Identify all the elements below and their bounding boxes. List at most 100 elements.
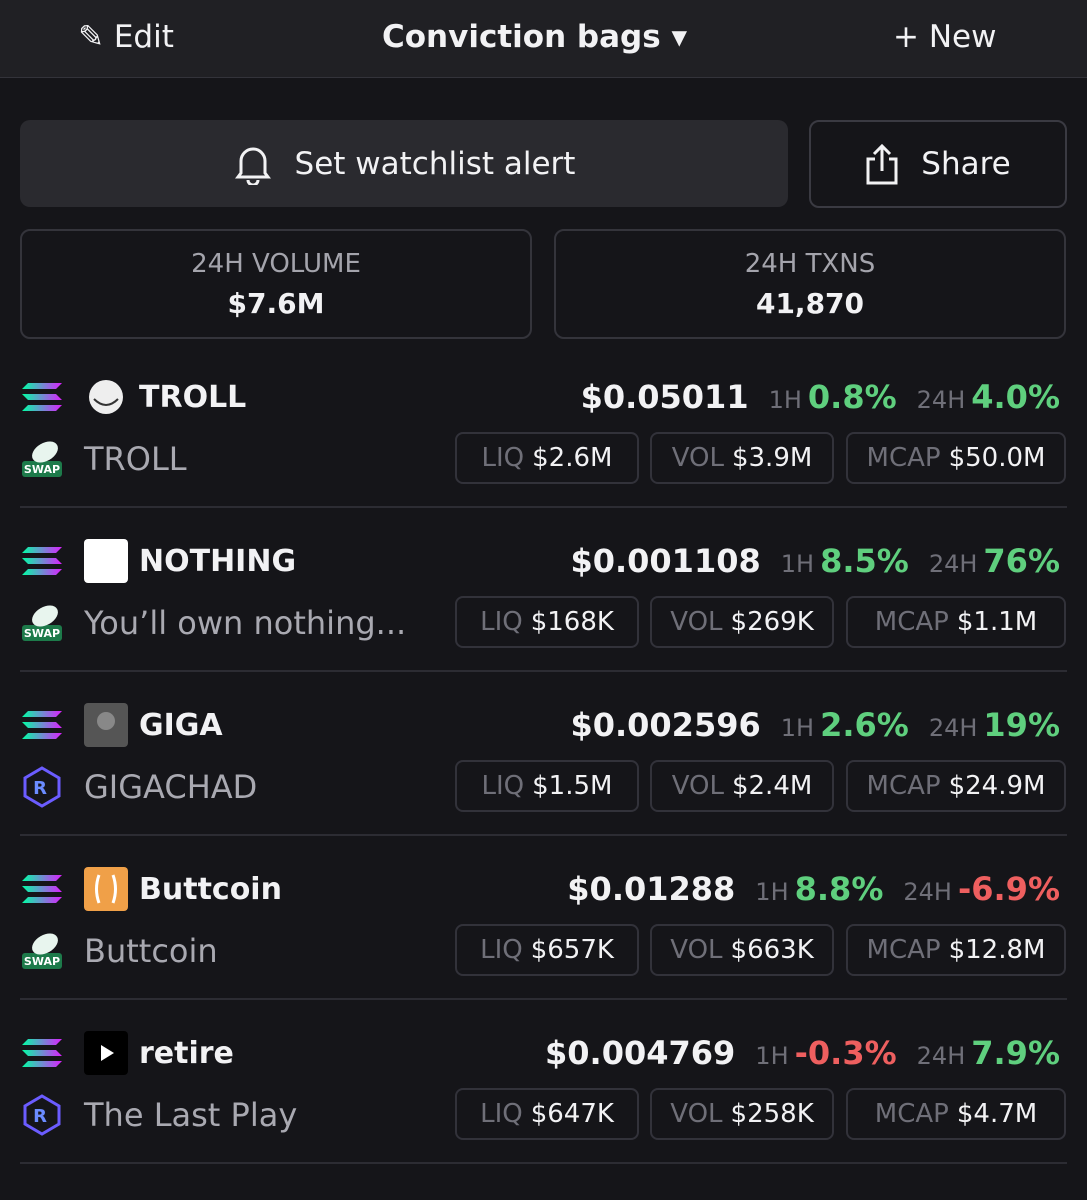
token-name: The Last Play: [84, 1096, 298, 1134]
stat-value: 41,870: [755, 287, 865, 320]
stat-box: 24H VOLUME $7.6M: [20, 229, 532, 339]
bell-icon: [234, 147, 271, 185]
price-line: $0.001108 1H 8.5% 24H 76%: [570, 542, 1060, 580]
change: 76%: [983, 542, 1060, 580]
mcap-pill: MCAP $4.7M: [846, 1088, 1066, 1140]
stat-label: 24H VOLUME: [191, 249, 361, 279]
pill-label: MCAP: [866, 935, 941, 965]
svg-text:R: R: [33, 778, 47, 799]
change: 4.0%: [971, 378, 1060, 416]
period-label: 1H: [780, 714, 815, 742]
new-label: New: [928, 19, 997, 55]
vol-pill: VOL $258K: [650, 1088, 834, 1140]
liq-pill: LIQ $2.6M: [455, 432, 639, 484]
period-label: 24H: [903, 878, 952, 906]
dex-icon: SWAP: [20, 929, 64, 973]
liq-pill: LIQ $168K: [455, 596, 639, 648]
token-row[interactable]: SWAP NOTHING You’ll own nothing... $0.00110…: [0, 508, 1087, 672]
vol-pill: VOL $2.4M: [650, 760, 834, 812]
pill-value: $269K: [730, 607, 814, 637]
price-line: $0.004769 1H -0.3% 24H 7.9%: [545, 1034, 1060, 1072]
change: 8.8%: [794, 870, 884, 908]
chain-icon: [20, 375, 64, 419]
pill-value: $657K: [530, 935, 614, 965]
pill-value: $258K: [730, 1099, 814, 1129]
chain-icon: [20, 1031, 64, 1075]
stat-label: 24H TXNS: [744, 249, 876, 279]
edit-button[interactable]: ✎ Edit: [78, 19, 174, 55]
mcap-pill: MCAP $1.1M: [846, 596, 1066, 648]
token-icon: [84, 1031, 128, 1075]
vol-pill: VOL $3.9M: [650, 432, 834, 484]
liq-pill: LIQ $1.5M: [455, 760, 639, 812]
watchlist-title[interactable]: Conviction bags ▾: [382, 19, 688, 55]
liq-pill: LIQ $657K: [455, 924, 639, 976]
share-button[interactable]: Share: [809, 120, 1067, 208]
pill-value: $647K: [530, 1099, 614, 1129]
pill-label: VOL: [670, 1099, 723, 1129]
separator: [20, 998, 1067, 1000]
period-label: 24H: [916, 1042, 966, 1070]
pill-value: $168K: [530, 607, 614, 637]
separator: [20, 670, 1067, 672]
dex-icon: SWAP: [20, 601, 64, 645]
pill-value: $4.7M: [956, 1099, 1038, 1129]
change: 2.6%: [820, 706, 909, 744]
alert-button[interactable]: Set watchlist alert: [20, 120, 788, 207]
pill-label: VOL: [670, 607, 723, 637]
token-name: You’ll own nothing...: [84, 604, 407, 642]
pill-value: $1.5M: [532, 771, 613, 801]
svg-text:SWAP: SWAP: [24, 627, 60, 640]
period-label: 24H: [928, 714, 978, 742]
separator: [20, 834, 1067, 836]
token-name: GIGACHAD: [84, 768, 258, 806]
price: $0.05011: [580, 378, 749, 416]
new-button[interactable]: + New: [893, 19, 997, 55]
svg-text:R: R: [33, 1106, 47, 1127]
dex-icon: R: [20, 765, 64, 809]
mcap-pill: MCAP $24.9M: [846, 760, 1066, 812]
dex-icon: R: [20, 1093, 64, 1137]
token-row[interactable]: SWAP TROLL TROLL $0.05011 1H 0.8% 24H 4.0% LIQ $2…: [0, 344, 1087, 508]
alert-label: Set watchlist alert: [294, 145, 576, 182]
pill-label: MCAP: [874, 607, 949, 637]
token-icon: [84, 375, 128, 419]
price-line: $0.01288 1H 8.8% 24H -6.9%: [567, 870, 1060, 908]
token-symbol: Buttcoin: [139, 872, 282, 907]
period-label: 1H: [755, 1042, 789, 1070]
stat-box: 24H TXNS 41,870: [554, 229, 1066, 339]
stat-value: $7.6M: [227, 287, 325, 320]
vol-pill: VOL $269K: [650, 596, 834, 648]
pill-label: MCAP: [866, 443, 941, 473]
edit-label: Edit: [113, 19, 174, 55]
change: -0.3%: [794, 1034, 897, 1072]
price: $0.01288: [567, 870, 736, 908]
token-icon: [84, 703, 128, 747]
period-label: 24H: [916, 386, 966, 414]
price-line: $0.002596 1H 2.6% 24H 19%: [570, 706, 1060, 744]
chain-icon: [20, 867, 64, 911]
pill-value: $24.9M: [948, 771, 1046, 801]
period-label: 1H: [780, 550, 815, 578]
pill-label: MCAP: [874, 1099, 949, 1129]
token-name: TROLL: [84, 440, 187, 478]
pill-value: $663K: [730, 935, 814, 965]
pill-label: VOL: [671, 771, 724, 801]
token-symbol: retire: [139, 1036, 234, 1071]
price: $0.001108: [570, 542, 761, 580]
token-icon: [84, 867, 128, 911]
share-label: Share: [921, 146, 1011, 182]
change: 8.5%: [820, 542, 909, 580]
separator: [20, 1162, 1067, 1164]
token-row[interactable]: SWAP Buttcoin Buttcoin $0.01288 1H 8.8% 24H -6.…: [0, 836, 1087, 1000]
pill-value: $2.4M: [731, 771, 813, 801]
token-symbol: NOTHING: [139, 544, 297, 579]
token-row[interactable]: R GIGA GIGACHAD $0.002596 1H 2.6% 24H 19% LIQ $1.…: [0, 672, 1087, 836]
pill-value: $50.0M: [948, 443, 1046, 473]
mcap-pill: MCAP $12.8M: [846, 924, 1066, 976]
price-line: $0.05011 1H 0.8% 24H 4.0%: [581, 378, 1060, 416]
change: 19%: [983, 706, 1060, 744]
change: -6.9%: [957, 870, 1060, 908]
header-bar: ✎ Edit Conviction bags ▾ + New: [0, 0, 1087, 78]
